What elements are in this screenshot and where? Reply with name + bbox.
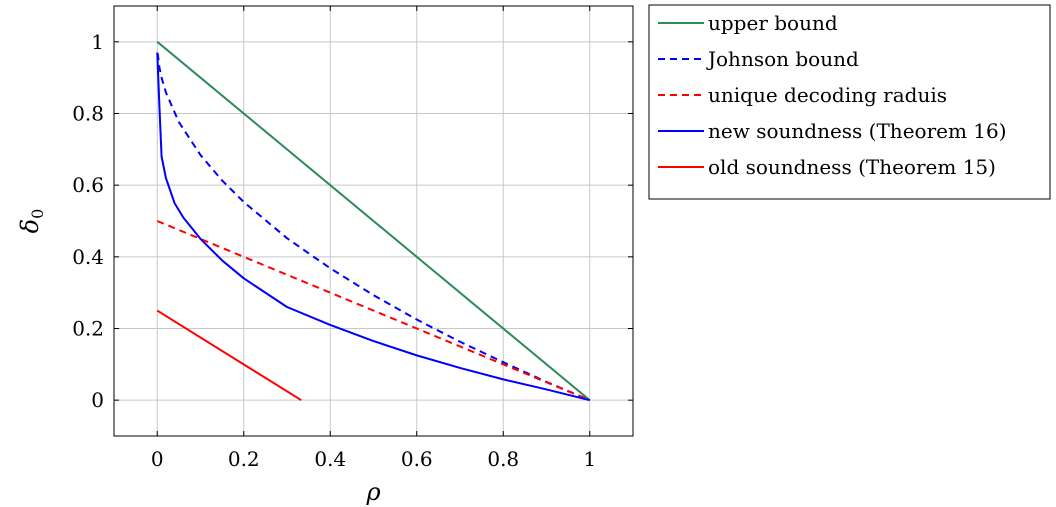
y-tick-label: 0.8 — [72, 102, 104, 126]
y-tick-label: 0.4 — [72, 245, 104, 269]
x-axis-label: ρ — [365, 478, 380, 506]
series-lines — [156, 41, 591, 402]
plot-frame — [113, 5, 634, 437]
legend: upper bound Johnson bound unique decoding … — [648, 4, 1051, 200]
tick-marks — [114, 6, 633, 436]
series-line-upper-bound — [156, 41, 591, 401]
x-tick-label: 0.6 — [401, 447, 433, 471]
series-line-old-soundness-theorem-15 — [156, 309, 302, 402]
x-tick-label: 0 — [151, 447, 164, 471]
series-line-unique-decoding-raduis — [156, 220, 591, 402]
grid — [114, 6, 633, 436]
series-line-johnson-bound — [156, 53, 591, 402]
x-tick-label: 1 — [583, 447, 596, 471]
y-tick-label: 0.2 — [72, 317, 104, 341]
y-tick-label: 0 — [91, 388, 104, 412]
legend-label: unique decoding raduis — [708, 83, 947, 107]
x-tick-label: 0.2 — [228, 447, 260, 471]
y-axis-label: δ0 — [16, 209, 47, 234]
y-tick-label: 0.6 — [72, 173, 104, 197]
legend-label: Johnson bound — [706, 47, 859, 71]
y-tick-label: 1 — [91, 30, 104, 54]
series-line-new-soundness-theorem-16 — [156, 52, 590, 402]
legend-label: new soundness (Theorem 16) — [708, 119, 1007, 143]
legend-box — [648, 4, 1051, 200]
y-tick-labels: 0 0.2 0.4 0.6 0.8 1 — [72, 30, 104, 412]
x-tick-labels: 0 0.2 0.4 0.6 0.8 1 — [151, 447, 596, 471]
legend-label: old soundness (Theorem 15) — [708, 155, 996, 179]
x-tick-label: 0.8 — [487, 447, 519, 471]
legend-label: upper bound — [708, 11, 838, 35]
x-tick-label: 0.4 — [314, 447, 346, 471]
